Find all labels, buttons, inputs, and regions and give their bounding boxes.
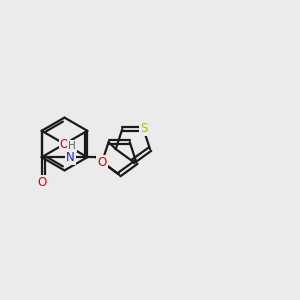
Text: O: O xyxy=(60,137,69,151)
Text: H: H xyxy=(68,141,76,151)
Text: N: N xyxy=(66,151,75,164)
Text: O: O xyxy=(60,137,69,151)
Text: S: S xyxy=(140,122,147,136)
Text: O: O xyxy=(37,176,46,189)
Text: O: O xyxy=(98,156,107,169)
